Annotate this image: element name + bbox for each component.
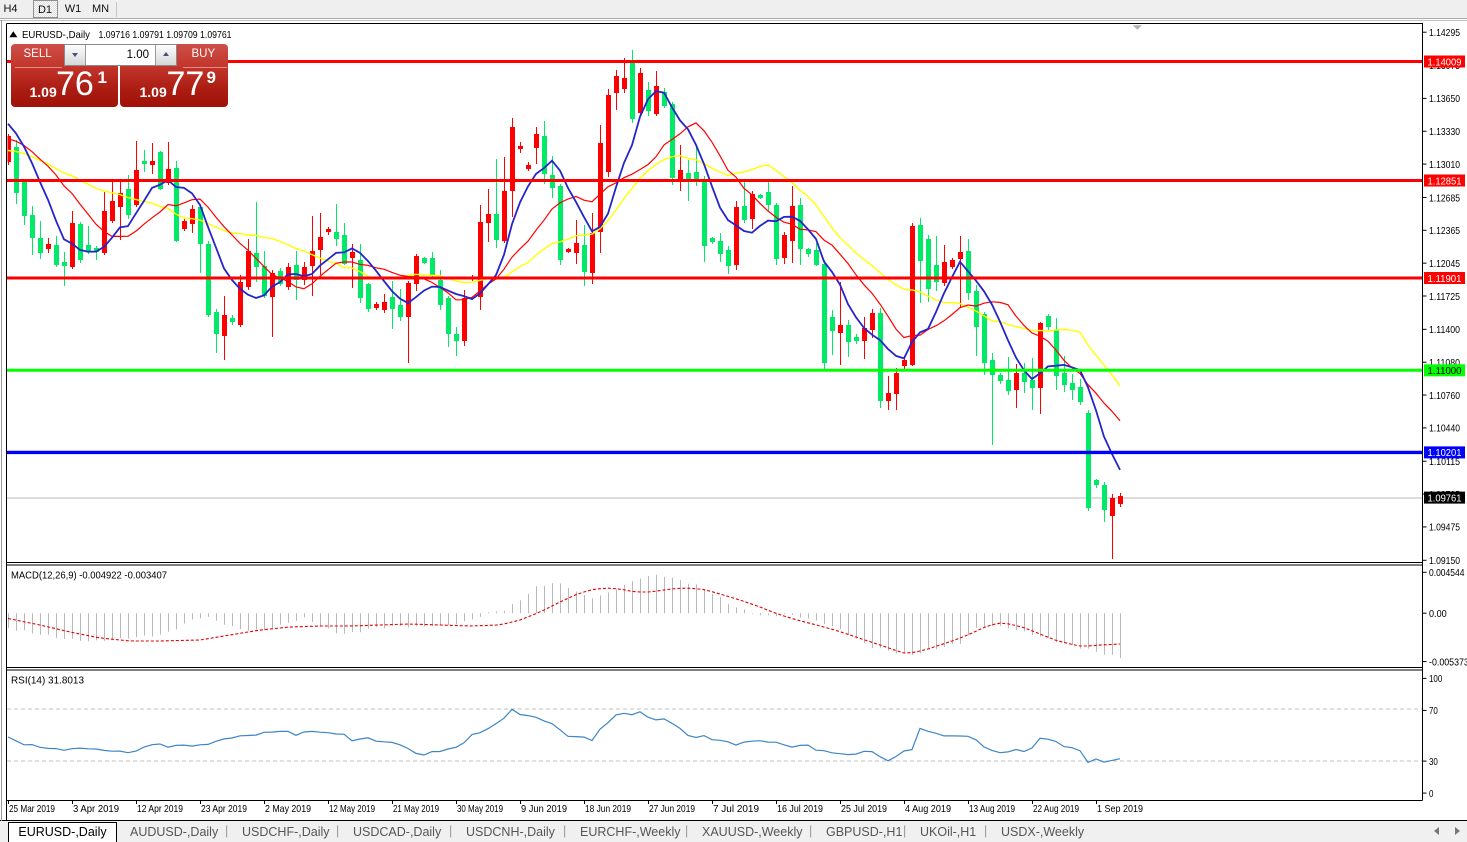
svg-text:1.12045: 1.12045 — [1429, 259, 1460, 270]
svg-text:0: 0 — [1429, 789, 1434, 800]
svg-text:1.14009: 1.14009 — [1428, 57, 1462, 68]
svg-text:1.11901: 1.11901 — [1428, 274, 1462, 285]
svg-text:3 Apr 2019: 3 Apr 2019 — [73, 804, 119, 815]
svg-text:30: 30 — [1429, 757, 1438, 768]
svg-text:12 May 2019: 12 May 2019 — [329, 804, 375, 815]
svg-text:27 Jun 2019: 27 Jun 2019 — [649, 804, 695, 815]
svg-text:18 Jun 2019: 18 Jun 2019 — [585, 804, 631, 815]
svg-text:21 May 2019: 21 May 2019 — [393, 804, 439, 815]
svg-text:-0.005373: -0.005373 — [1429, 657, 1467, 668]
svg-text:1.09150: 1.09150 — [1429, 556, 1460, 567]
svg-text:2 May 2019: 2 May 2019 — [265, 804, 311, 815]
svg-text:16 Jul 2019: 16 Jul 2019 — [777, 804, 823, 815]
svg-text:1.12685: 1.12685 — [1429, 193, 1460, 204]
svg-text:1.14295: 1.14295 — [1429, 28, 1460, 39]
svg-text:MACD(12,26,9) -0.004922 -0.003: MACD(12,26,9) -0.004922 -0.003407 — [11, 571, 167, 582]
svg-text:23 Apr 2019: 23 Apr 2019 — [201, 804, 247, 815]
svg-text:1.11000: 1.11000 — [1428, 366, 1462, 377]
svg-text:1.12365: 1.12365 — [1429, 226, 1460, 237]
svg-text:1.11080: 1.11080 — [1429, 358, 1460, 369]
svg-text:1.10760: 1.10760 — [1429, 391, 1460, 402]
svg-text:7 Jul 2019: 7 Jul 2019 — [713, 804, 759, 815]
svg-text:0.00: 0.00 — [1429, 609, 1447, 620]
svg-text:RSI(14) 31.8013: RSI(14) 31.8013 — [11, 676, 84, 687]
svg-text:12 Apr 2019: 12 Apr 2019 — [137, 804, 183, 815]
svg-text:25 Jul 2019: 25 Jul 2019 — [841, 804, 887, 815]
svg-text:9 Jun 2019: 9 Jun 2019 — [521, 804, 567, 815]
svg-text:1.13650: 1.13650 — [1429, 94, 1460, 105]
svg-text:1.11725: 1.11725 — [1429, 292, 1460, 303]
svg-text:22 Aug 2019: 22 Aug 2019 — [1033, 804, 1079, 815]
svg-text:70: 70 — [1429, 706, 1438, 717]
svg-text:13 Aug 2019: 13 Aug 2019 — [969, 804, 1015, 815]
svg-text:100: 100 — [1429, 674, 1442, 685]
svg-text:1.10440: 1.10440 — [1429, 424, 1460, 435]
svg-text:1.09716 1.09791 1.09709 1.0976: 1.09716 1.09791 1.09709 1.09761 — [99, 30, 232, 41]
svg-text:1.13010: 1.13010 — [1429, 160, 1460, 171]
svg-text:1.09761: 1.09761 — [1428, 493, 1462, 504]
svg-text:1.13330: 1.13330 — [1429, 127, 1460, 138]
svg-text:1.11400: 1.11400 — [1429, 325, 1460, 336]
svg-text:1.10115: 1.10115 — [1429, 457, 1460, 468]
svg-text:0.004544: 0.004544 — [1429, 568, 1465, 579]
svg-text:1 Sep 2019: 1 Sep 2019 — [1097, 804, 1143, 815]
svg-text:1.10201: 1.10201 — [1428, 448, 1462, 459]
svg-text:1.09475: 1.09475 — [1429, 523, 1460, 534]
svg-text:4 Aug 2019: 4 Aug 2019 — [905, 804, 951, 815]
svg-text:1.12851: 1.12851 — [1428, 176, 1462, 187]
svg-text:EURUSD-,Daily: EURUSD-,Daily — [22, 30, 91, 41]
svg-text:30 May 2019: 30 May 2019 — [457, 804, 503, 815]
svg-text:25 Mar 2019: 25 Mar 2019 — [9, 804, 55, 815]
